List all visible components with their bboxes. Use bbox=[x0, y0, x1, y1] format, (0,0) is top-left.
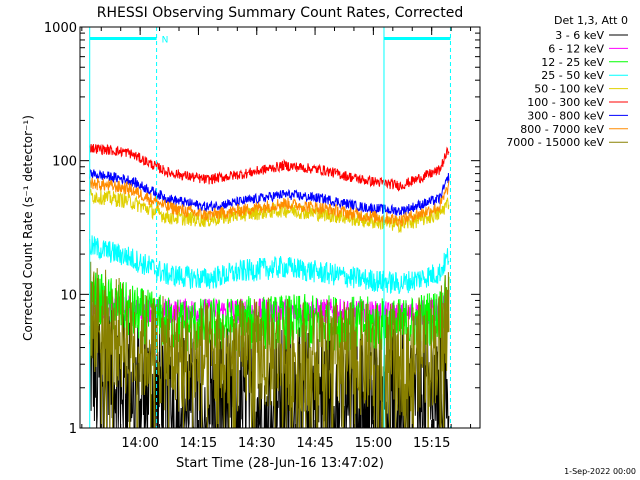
x-tick-label-2: 14:30 bbox=[238, 436, 275, 451]
x-tick-label-0: 14:00 bbox=[121, 436, 158, 451]
axes: 1 10 100 1000 14:00 14:15 14:30 14:45 15:00 15:15 bbox=[44, 21, 481, 451]
plot-area: N bbox=[89, 27, 451, 428]
series-line-7 bbox=[89, 177, 450, 228]
footer-date: 1-Sep-2022 00:00 bbox=[564, 467, 636, 476]
legend-label-1: 6 - 12 keV bbox=[548, 42, 604, 55]
y-tick-label-1: 10 bbox=[60, 288, 77, 303]
y-tick-label-3: 1000 bbox=[44, 21, 77, 36]
y-axis-label: Corrected Count Rate (s⁻¹ detector⁻¹) bbox=[21, 115, 35, 341]
night-marker-label: N bbox=[162, 36, 169, 46]
plot-frame bbox=[79, 26, 481, 429]
x-tick-label-4: 15:00 bbox=[355, 436, 392, 451]
legend-label-6: 300 - 800 keV bbox=[527, 109, 604, 122]
x-axis-label: Start Time (28-Jun-16 13:47:02) bbox=[176, 456, 384, 471]
series-line-5 bbox=[89, 143, 450, 192]
legend-label-2: 12 - 25 keV bbox=[541, 56, 604, 69]
legend-label-0: 3 - 6 keV bbox=[555, 29, 604, 42]
x-tick-label-3: 14:45 bbox=[296, 436, 333, 451]
x-tick-label-5: 15:15 bbox=[413, 436, 450, 451]
series-line-8 bbox=[89, 261, 450, 428]
y-tick-label-0: 1 bbox=[69, 422, 77, 437]
series-line-6 bbox=[89, 169, 450, 216]
y-tick-label-2: 100 bbox=[52, 155, 77, 170]
legend-label-3: 25 - 50 keV bbox=[541, 69, 604, 82]
chart-title: RHESSI Observing Summary Count Rates, Co… bbox=[97, 5, 463, 21]
legend-label-8: 7000 - 15000 keV bbox=[506, 136, 604, 149]
x-tick-label-1: 14:15 bbox=[180, 436, 217, 451]
legend-header: Det 1,3, Att 0 bbox=[554, 14, 628, 27]
legend-label-5: 100 - 300 keV bbox=[527, 96, 604, 109]
legend-label-7: 800 - 7000 keV bbox=[520, 123, 604, 136]
series-line-3 bbox=[89, 235, 450, 295]
legend-label-4: 50 - 100 keV bbox=[534, 83, 604, 96]
